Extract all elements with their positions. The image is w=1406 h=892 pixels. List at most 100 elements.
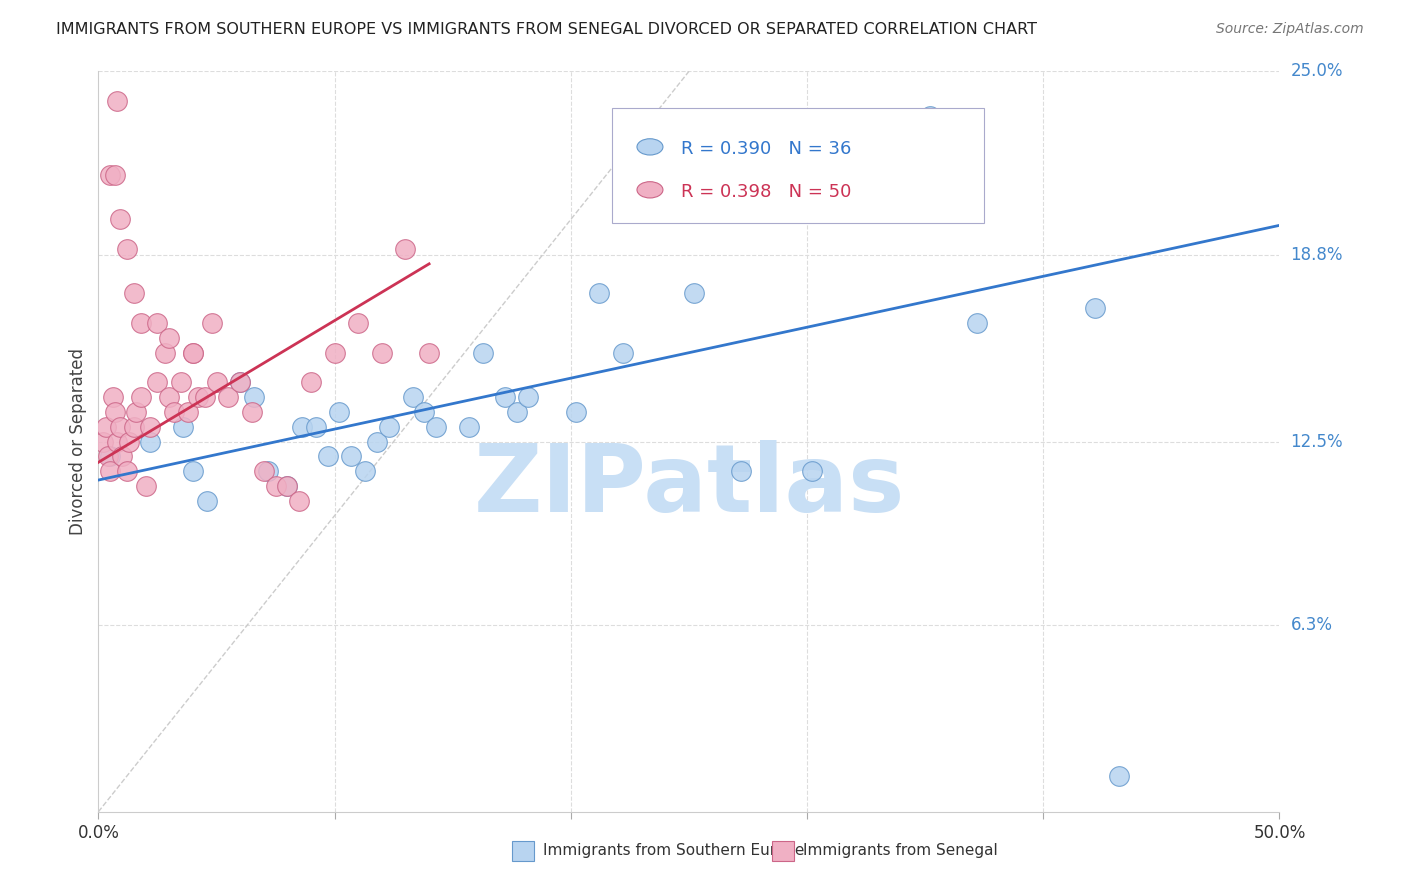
Point xyxy=(458,419,481,434)
Point xyxy=(918,109,941,123)
Point xyxy=(328,405,350,419)
Point xyxy=(371,345,394,359)
Point xyxy=(564,405,586,419)
Point xyxy=(98,464,121,478)
Point xyxy=(115,242,138,256)
Point xyxy=(157,331,180,345)
Point xyxy=(340,450,363,464)
Point xyxy=(299,376,322,390)
Point xyxy=(122,419,145,434)
Circle shape xyxy=(637,182,664,198)
Point xyxy=(366,434,388,449)
Text: Immigrants from Senegal: Immigrants from Senegal xyxy=(803,844,997,858)
Point xyxy=(172,419,194,434)
Point xyxy=(612,345,634,359)
Point xyxy=(418,345,440,359)
Point xyxy=(494,390,516,404)
Point xyxy=(181,345,204,359)
Point xyxy=(316,450,339,464)
Text: ZIPatlas: ZIPatlas xyxy=(474,440,904,532)
Point xyxy=(517,390,540,404)
Point xyxy=(146,376,169,390)
Point xyxy=(153,345,176,359)
Point xyxy=(129,316,152,330)
Point xyxy=(125,405,148,419)
Point xyxy=(800,464,823,478)
Point xyxy=(177,405,200,419)
Y-axis label: Divorced or Separated: Divorced or Separated xyxy=(69,348,87,535)
Point xyxy=(354,464,377,478)
Point xyxy=(290,419,312,434)
Point xyxy=(157,390,180,404)
Point xyxy=(276,479,298,493)
Point xyxy=(105,434,128,449)
Point xyxy=(425,419,447,434)
Point xyxy=(108,419,131,434)
Point xyxy=(229,376,252,390)
Point xyxy=(181,464,204,478)
Point xyxy=(111,450,134,464)
Circle shape xyxy=(637,139,664,155)
Text: 18.8%: 18.8% xyxy=(1291,246,1343,264)
Text: Source: ZipAtlas.com: Source: ZipAtlas.com xyxy=(1216,22,1364,37)
Point xyxy=(229,376,252,390)
Point xyxy=(401,390,423,404)
Point xyxy=(97,450,120,464)
Point xyxy=(966,316,988,330)
Text: Immigrants from Southern Europe: Immigrants from Southern Europe xyxy=(543,844,804,858)
Point xyxy=(104,405,127,419)
Point xyxy=(122,286,145,301)
Point xyxy=(129,390,152,404)
FancyBboxPatch shape xyxy=(612,108,984,223)
Point xyxy=(163,405,186,419)
Point xyxy=(413,405,436,419)
Text: 12.5%: 12.5% xyxy=(1291,433,1343,450)
Point xyxy=(264,479,287,493)
Point xyxy=(253,464,276,478)
Text: R = 0.398   N = 50: R = 0.398 N = 50 xyxy=(681,183,851,201)
Point xyxy=(323,345,346,359)
Point xyxy=(730,464,752,478)
Point xyxy=(187,390,209,404)
Point xyxy=(394,242,416,256)
Point xyxy=(194,390,217,404)
Text: 25.0%: 25.0% xyxy=(1291,62,1343,80)
Point xyxy=(217,390,239,404)
Point xyxy=(682,286,704,301)
Point xyxy=(505,405,527,419)
Point xyxy=(288,493,311,508)
Point xyxy=(243,390,266,404)
Point xyxy=(257,464,280,478)
Point xyxy=(98,168,121,182)
Point xyxy=(170,376,193,390)
Point xyxy=(98,450,121,464)
Point xyxy=(115,464,138,478)
Point xyxy=(91,434,114,449)
Point xyxy=(305,419,328,434)
Point xyxy=(105,94,128,108)
Point xyxy=(118,434,141,449)
Point xyxy=(195,493,218,508)
Point xyxy=(276,479,298,493)
Point xyxy=(146,316,169,330)
Point xyxy=(347,316,370,330)
Point xyxy=(108,212,131,227)
Text: R = 0.390   N = 36: R = 0.390 N = 36 xyxy=(681,140,851,158)
Text: 6.3%: 6.3% xyxy=(1291,616,1333,634)
Point xyxy=(942,123,965,137)
Point xyxy=(139,434,162,449)
Point xyxy=(588,286,610,301)
Point xyxy=(94,419,117,434)
Point xyxy=(104,168,127,182)
Point xyxy=(205,376,228,390)
Point xyxy=(101,390,124,404)
Point xyxy=(472,345,495,359)
Point xyxy=(135,479,157,493)
Point xyxy=(1108,769,1130,783)
Point xyxy=(1084,301,1107,316)
Point xyxy=(240,405,263,419)
Point xyxy=(181,345,204,359)
Point xyxy=(201,316,224,330)
Point xyxy=(139,419,162,434)
Point xyxy=(378,419,401,434)
